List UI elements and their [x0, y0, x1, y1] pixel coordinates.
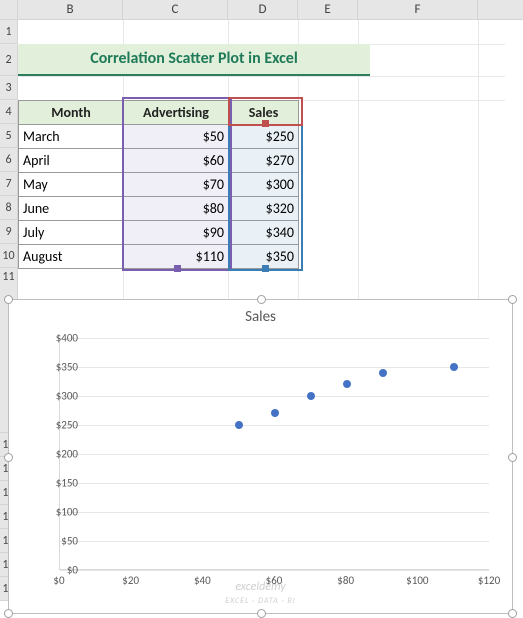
- cell-sales[interactable]: $270: [229, 149, 299, 173]
- table-row[interactable]: April$60$270: [19, 149, 299, 173]
- col-header[interactable]: B: [18, 0, 123, 19]
- cell-advertising[interactable]: $60: [124, 149, 229, 173]
- th-month[interactable]: Month: [19, 101, 124, 125]
- resize-handle-icon[interactable]: [508, 295, 517, 304]
- y-axis-label: $50: [61, 535, 78, 548]
- scatter-point[interactable]: [450, 363, 458, 371]
- cell-sales[interactable]: $340: [229, 221, 299, 245]
- chart-title[interactable]: Sales: [9, 300, 512, 330]
- col-header[interactable]: D: [228, 0, 298, 19]
- cell-sales[interactable]: $250: [229, 125, 299, 149]
- y-axis-label: $100: [56, 506, 78, 519]
- range-handle-icon[interactable]: [262, 265, 269, 272]
- cell-month[interactable]: July: [19, 221, 124, 245]
- scatter-point[interactable]: [235, 421, 243, 429]
- scatter-point[interactable]: [379, 369, 387, 377]
- range-handle-icon[interactable]: [174, 265, 181, 272]
- y-axis-label: $250: [56, 419, 78, 432]
- row-header[interactable]: 1: [0, 20, 18, 44]
- table-row[interactable]: July$90$340: [19, 221, 299, 245]
- row-header[interactable]: 4: [0, 100, 18, 124]
- scatter-point[interactable]: [343, 380, 351, 388]
- y-axis-label: $150: [56, 477, 78, 490]
- cell-advertising[interactable]: $90: [124, 221, 229, 245]
- cell-month[interactable]: August: [19, 245, 124, 269]
- y-axis-label: $300: [56, 390, 78, 403]
- row-header[interactable]: 3: [0, 76, 18, 100]
- table-row[interactable]: March$50$250: [19, 125, 299, 149]
- col-header[interactable]: F: [358, 0, 478, 19]
- table-row[interactable]: June$80$320: [19, 197, 299, 221]
- watermark: exceldemy EXCEL · DATA · BI: [225, 581, 296, 607]
- cell-advertising[interactable]: $70: [124, 173, 229, 197]
- plot-area[interactable]: [59, 338, 489, 570]
- cell-advertising[interactable]: $80: [124, 197, 229, 221]
- range-handle-icon[interactable]: [262, 120, 269, 127]
- x-axis-label: $100: [406, 574, 428, 587]
- y-axis-label: $0: [67, 564, 78, 577]
- row-header[interactable]: 2: [0, 44, 18, 76]
- table-row[interactable]: May$70$300: [19, 173, 299, 197]
- x-axis-label: $0: [53, 574, 64, 587]
- y-axis-label: $200: [56, 448, 78, 461]
- cell-month[interactable]: June: [19, 197, 124, 221]
- cell-month[interactable]: March: [19, 125, 124, 149]
- row-header[interactable]: 9: [0, 220, 18, 244]
- row-header[interactable]: 8: [0, 196, 18, 220]
- column-headers: B C D E F: [0, 0, 523, 20]
- page-title[interactable]: Correlation Scatter Plot in Excel: [18, 44, 370, 76]
- col-header[interactable]: C: [123, 0, 228, 19]
- cell-sales[interactable]: $300: [229, 173, 299, 197]
- corner-cell[interactable]: [0, 0, 18, 19]
- row-header[interactable]: 5: [0, 124, 18, 148]
- x-axis-label: $20: [122, 574, 139, 587]
- col-header[interactable]: E: [298, 0, 358, 19]
- resize-handle-icon[interactable]: [508, 453, 517, 462]
- resize-handle-icon[interactable]: [257, 609, 266, 618]
- data-table: Month Advertising Sales March$50$250Apri…: [18, 100, 299, 269]
- row-header[interactable]: 6: [0, 148, 18, 172]
- resize-handle-icon[interactable]: [257, 295, 266, 304]
- cell-advertising[interactable]: $50: [124, 125, 229, 149]
- table-row[interactable]: August$110$350: [19, 245, 299, 269]
- cell-month[interactable]: April: [19, 149, 124, 173]
- y-axis-label: $400: [56, 332, 78, 345]
- th-advertising[interactable]: Advertising: [124, 101, 229, 125]
- row-header[interactable]: 7: [0, 172, 18, 196]
- cell-sales[interactable]: $320: [229, 197, 299, 221]
- cell-month[interactable]: May: [19, 173, 124, 197]
- resize-handle-icon[interactable]: [508, 609, 517, 618]
- resize-handle-icon[interactable]: [4, 453, 13, 462]
- x-axis-label: $40: [194, 574, 211, 587]
- scatter-point[interactable]: [271, 409, 279, 417]
- chart-object[interactable]: Sales $0$50$100$150$200$250$300$350$400 …: [8, 299, 513, 614]
- resize-handle-icon[interactable]: [4, 295, 13, 304]
- x-axis-label: $120: [478, 574, 500, 587]
- resize-handle-icon[interactable]: [4, 609, 13, 618]
- scatter-point[interactable]: [307, 392, 315, 400]
- y-axis-label: $350: [56, 361, 78, 374]
- x-axis-label: $80: [337, 574, 354, 587]
- row-header[interactable]: 10: [0, 244, 18, 268]
